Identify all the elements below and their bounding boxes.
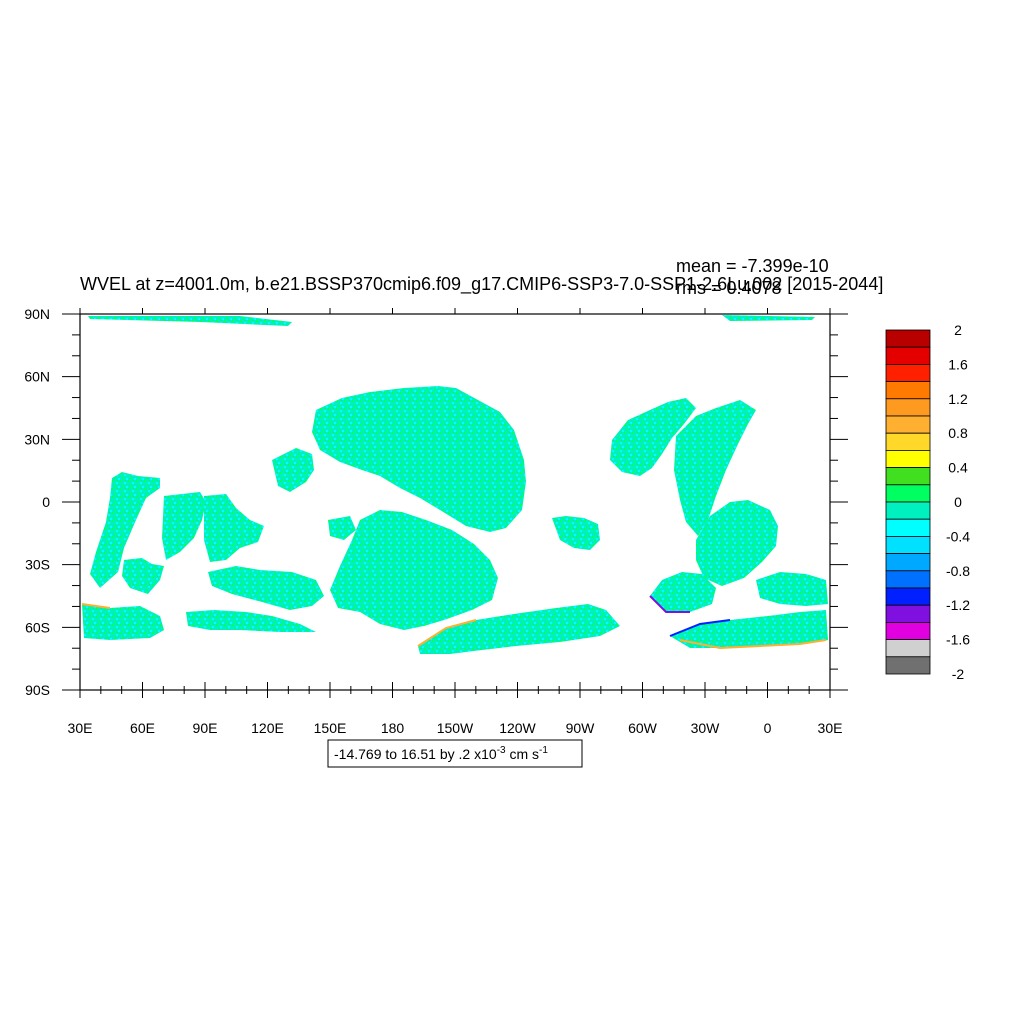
colorbar-label: 1.2 — [948, 391, 968, 407]
basin-west-small — [122, 558, 164, 594]
colorbar-label: 1.6 — [948, 356, 968, 372]
colorbar-swatch — [885, 553, 931, 572]
info-text: -14.769 to 16.51 by .2 x10-3 cm s-1 — [334, 745, 548, 762]
colorbar-label: -0.8 — [946, 563, 970, 579]
lon-label: 90W — [566, 720, 596, 736]
basin-pacific-north — [312, 386, 526, 532]
colorbar-swatch — [885, 398, 931, 417]
arctic-strip-east — [722, 315, 815, 321]
lat-label: 30N — [24, 431, 50, 447]
lon-label: 150E — [314, 720, 347, 736]
lon-label: 60W — [628, 720, 658, 736]
colorbar-swatch — [885, 449, 931, 468]
axis-ticks — [62, 308, 848, 698]
plot-title: WVEL at z=4001.0m, b.e21.BSSP370cmip6.f0… — [80, 274, 883, 295]
lon-label: 0 — [764, 720, 772, 736]
colorbar-swatch — [885, 415, 931, 434]
colorbar-label: -1.6 — [946, 632, 970, 648]
basin-pacific-islands — [328, 516, 356, 540]
colorbar-swatch — [885, 622, 931, 641]
colorbar-swatch — [885, 639, 931, 658]
lat-label: 90S — [25, 682, 50, 698]
colorbar-swatch — [885, 501, 931, 520]
latitude-labels: 90N 60N 30N 0 30S 60S 90S — [24, 306, 50, 698]
lon-label: 30E — [818, 720, 843, 736]
colorbar — [885, 329, 931, 675]
colorbar-label: -2 — [952, 666, 965, 682]
colorbar-swatch — [885, 467, 931, 486]
basin-pacific-south — [330, 510, 498, 630]
info-unit-exponent: -1 — [539, 745, 548, 756]
basin-indian-west — [162, 492, 206, 560]
colorbar-label: 2 — [954, 322, 962, 338]
colorbar-swatch — [885, 518, 931, 537]
colorbar-label: 0 — [954, 494, 962, 510]
lat-label: 30S — [25, 557, 50, 573]
lon-label: 120W — [499, 720, 536, 736]
colorbar-label: -1.2 — [946, 597, 970, 613]
colorbar-swatch — [885, 484, 931, 503]
lon-label: 30W — [691, 720, 721, 736]
colorbar-label: 0.8 — [948, 425, 968, 441]
rms-stat: rms = 0.4078 — [676, 278, 782, 298]
colorbar-swatch — [885, 363, 931, 382]
info-unit-text: cm s — [506, 746, 539, 762]
basin-atlantic-south — [696, 500, 778, 586]
lon-label: 90E — [193, 720, 218, 736]
basin-pacific-southeast — [418, 604, 620, 654]
basin-australia-south — [208, 566, 324, 610]
basin-east-edge — [756, 572, 828, 606]
basin-indian-north — [90, 472, 160, 588]
edge-highlight-east-neg — [669, 619, 731, 637]
basin-indian-central — [204, 494, 264, 562]
lon-label: 120E — [251, 720, 284, 736]
info-range-text: -14.769 to 16.51 by .2 x10 — [334, 746, 497, 762]
edge-highlight-east-pos — [679, 639, 827, 650]
colorbar-swatch — [885, 570, 931, 589]
lon-label: 150W — [437, 720, 474, 736]
basin-west-south — [82, 604, 164, 640]
colorbar-labels: 2 1.6 1.2 0.8 0.4 0 -0.4 -0.8 -1.2 -1.6 -2 — [946, 322, 970, 682]
colorbar-swatch — [885, 346, 931, 365]
lat-label: 0 — [42, 494, 50, 510]
colorbar-swatch — [885, 329, 931, 348]
colorbar-swatch — [885, 432, 931, 451]
edge-highlight-south-pos — [417, 619, 477, 647]
basin-south-indian — [186, 610, 316, 632]
edge-highlight-west-pos — [81, 603, 111, 609]
arctic-strip-west — [88, 316, 292, 326]
basin-pacific-east-small — [552, 516, 600, 550]
lon-label: 60E — [130, 720, 155, 736]
basin-atlantic-central — [674, 400, 756, 536]
colorbar-label: -0.4 — [946, 528, 970, 544]
info-exponent: -3 — [497, 745, 506, 756]
colorbar-swatch — [885, 587, 931, 606]
edge-highlight-sw-neg — [649, 595, 690, 613]
basin-north-atlantic — [610, 398, 696, 476]
longitude-labels: 30E 60E 90E 120E 150E 180 150W 120W 90W 60W 30W 0 30… — [68, 720, 843, 736]
colorbar-swatch — [885, 536, 931, 555]
lon-label: 180 — [381, 720, 405, 736]
colorbar-swatch — [885, 381, 931, 400]
colorbar-swatch — [885, 656, 931, 675]
basin-weddell — [670, 610, 828, 648]
lat-label: 90N — [24, 306, 50, 322]
colorbar-swatch — [885, 604, 931, 623]
ocean-field — [82, 315, 828, 654]
basin-atlantic-southwest — [650, 572, 716, 612]
lon-label: 30E — [68, 720, 93, 736]
basin-tasman-north — [272, 448, 314, 492]
info-box — [327, 739, 583, 768]
lat-label: 60N — [24, 369, 50, 385]
mean-stat: mean = -7.399e-10 — [676, 256, 829, 276]
edge-highlights — [81, 595, 827, 650]
lat-label: 60S — [25, 619, 50, 635]
colorbar-label: 0.4 — [948, 460, 968, 476]
